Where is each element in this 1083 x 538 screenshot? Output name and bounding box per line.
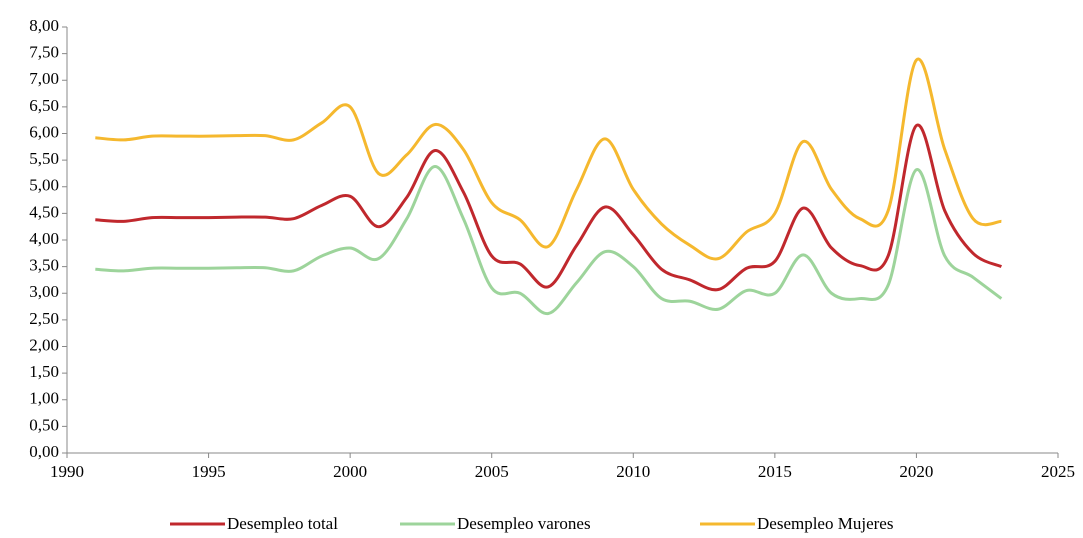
y-tick-label: 7,50 — [29, 43, 59, 62]
y-tick-label: 7,00 — [29, 69, 59, 88]
x-tick-label: 2025 — [1041, 462, 1075, 481]
x-tick-label: 1990 — [50, 462, 84, 481]
y-tick-label: 4,00 — [29, 229, 59, 248]
x-tick-label: 2020 — [899, 462, 933, 481]
y-tick-label: 3,50 — [29, 256, 59, 275]
legend-label: Desempleo total — [227, 514, 338, 533]
y-tick-label: 6,00 — [29, 122, 59, 141]
y-tick-label: 0,50 — [29, 415, 59, 434]
x-tick-label: 2010 — [616, 462, 650, 481]
x-tick-label: 2015 — [758, 462, 792, 481]
y-tick-label: 6,50 — [29, 96, 59, 115]
x-tick-label: 2000 — [333, 462, 367, 481]
y-tick-label: 2,00 — [29, 335, 59, 354]
y-tick-label: 2,50 — [29, 309, 59, 328]
y-tick-label: 1,50 — [29, 362, 59, 381]
legend-label: Desempleo varones — [457, 514, 591, 533]
y-tick-label: 8,00 — [29, 16, 59, 35]
y-tick-label: 0,00 — [29, 442, 59, 461]
line — [95, 57, 1002, 261]
y-tick-label: 5,00 — [29, 176, 59, 195]
y-tick-label: 4,50 — [29, 202, 59, 221]
line — [95, 165, 1003, 315]
legend-label: Desempleo Mujeres — [757, 514, 893, 533]
line — [95, 123, 1003, 292]
y-tick-label: 5,50 — [29, 149, 59, 168]
y-tick-label: 1,00 — [29, 389, 59, 408]
x-tick-label: 2005 — [475, 462, 509, 481]
y-tick-label: 3,00 — [29, 282, 59, 301]
x-tick-label: 1995 — [192, 462, 226, 481]
